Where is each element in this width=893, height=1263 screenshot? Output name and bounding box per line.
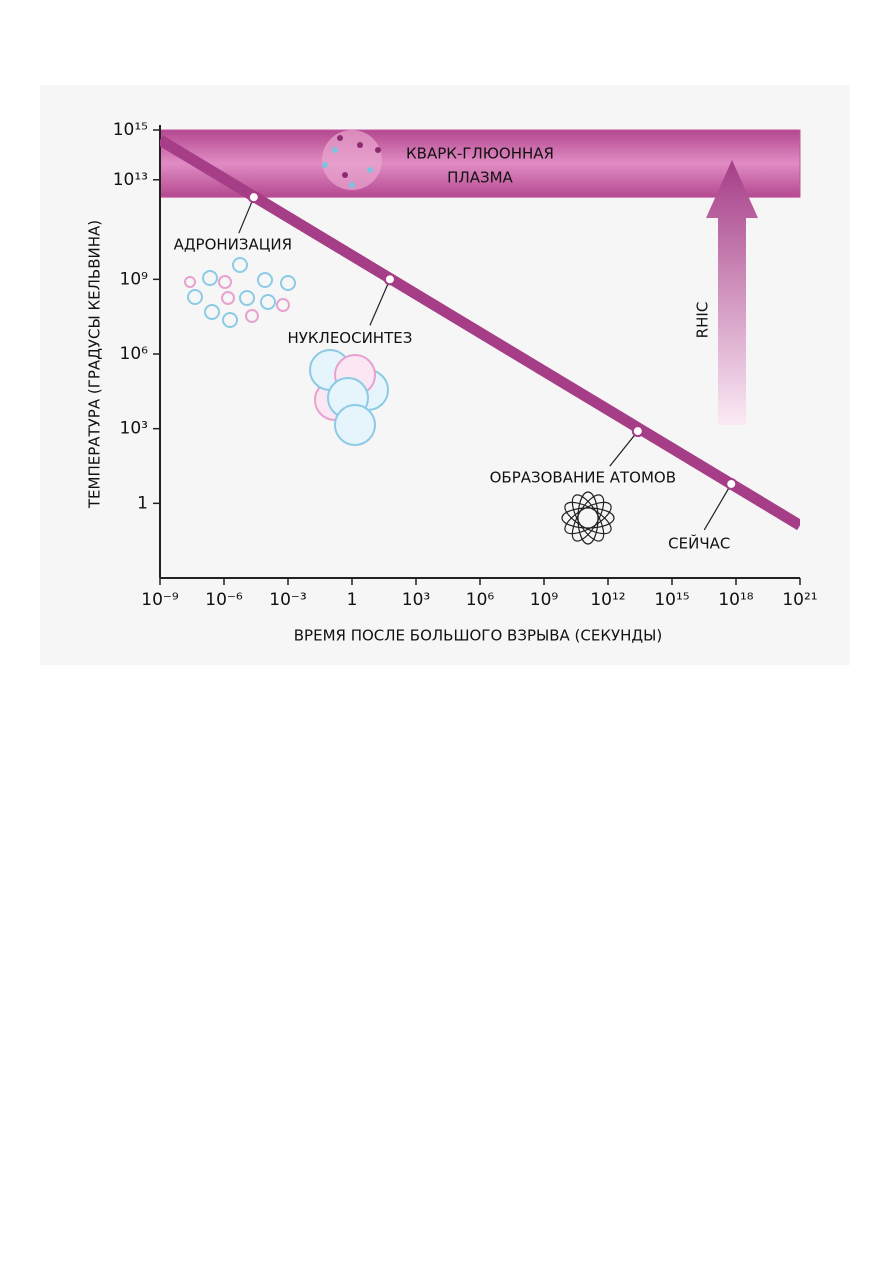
event-point (631, 425, 644, 438)
leader-line (609, 430, 639, 467)
x-tick-label: 10⁻³ (269, 590, 306, 610)
event-point (247, 191, 260, 204)
temperature-line (160, 135, 800, 531)
nucleus-illustration (309, 349, 389, 446)
x-tick-label: 1 (347, 590, 358, 610)
x-tick-label: 10⁹ (530, 590, 559, 610)
plasma-band (159, 129, 801, 198)
x-tick-label: 10²¹ (782, 590, 817, 610)
event-label: АДРОНИЗАЦИЯ (174, 236, 293, 254)
x-tick-label: 10⁻⁶ (205, 590, 243, 610)
band-group: КВАРК-ГЛЮОННАЯ ПЛАЗМА (159, 129, 801, 198)
quark-illustration (322, 130, 382, 190)
band-label: КВАРК-ГЛЮОННАЯ (406, 145, 554, 163)
x-tick-label: 10¹⁸ (718, 590, 753, 610)
x-tick-label: 10¹² (590, 590, 625, 610)
band-label: ПЛАЗМА (447, 169, 513, 187)
event-point (725, 477, 738, 490)
rhic-arrow (706, 160, 758, 425)
atom-illustration (561, 491, 615, 545)
y-tick-label: 1 (137, 493, 148, 513)
y-tick-label: 10³ (120, 419, 148, 439)
hadron-illustration (184, 257, 296, 328)
leader-line (369, 279, 391, 326)
x-tick-label: 10¹⁵ (654, 590, 689, 610)
event-label: ОБРАЗОВАНИЕ АТОМОВ (490, 469, 676, 487)
arrow-label: RHIC (694, 302, 712, 339)
event-point (383, 273, 396, 286)
leader-line (238, 196, 255, 234)
x-axis-title: ВРЕМЯ ПОСЛЕ БОЛЬШОГО ВЗРЫВА (СЕКУНДЫ) (294, 627, 662, 645)
x-tick-label: 10³ (402, 590, 430, 610)
y-tick-label: 10¹⁵ (113, 120, 148, 140)
y-tick-label: 10⁶ (120, 344, 149, 364)
event-label: СЕЙЧАС (668, 533, 730, 552)
event-label: НУКЛЕОСИНТЕЗ (287, 329, 412, 347)
y-tick-label: 10⁹ (120, 269, 149, 289)
y-axis-title: ТЕМПЕРАТУРА (ГРАДУСЫ КЕЛЬВИНА) (86, 220, 104, 509)
x-tick-label: 10⁶ (466, 590, 495, 610)
x-tick-label: 10⁻⁹ (141, 590, 179, 610)
leader-line (703, 483, 732, 531)
y-tick-label: 10¹³ (113, 170, 148, 190)
